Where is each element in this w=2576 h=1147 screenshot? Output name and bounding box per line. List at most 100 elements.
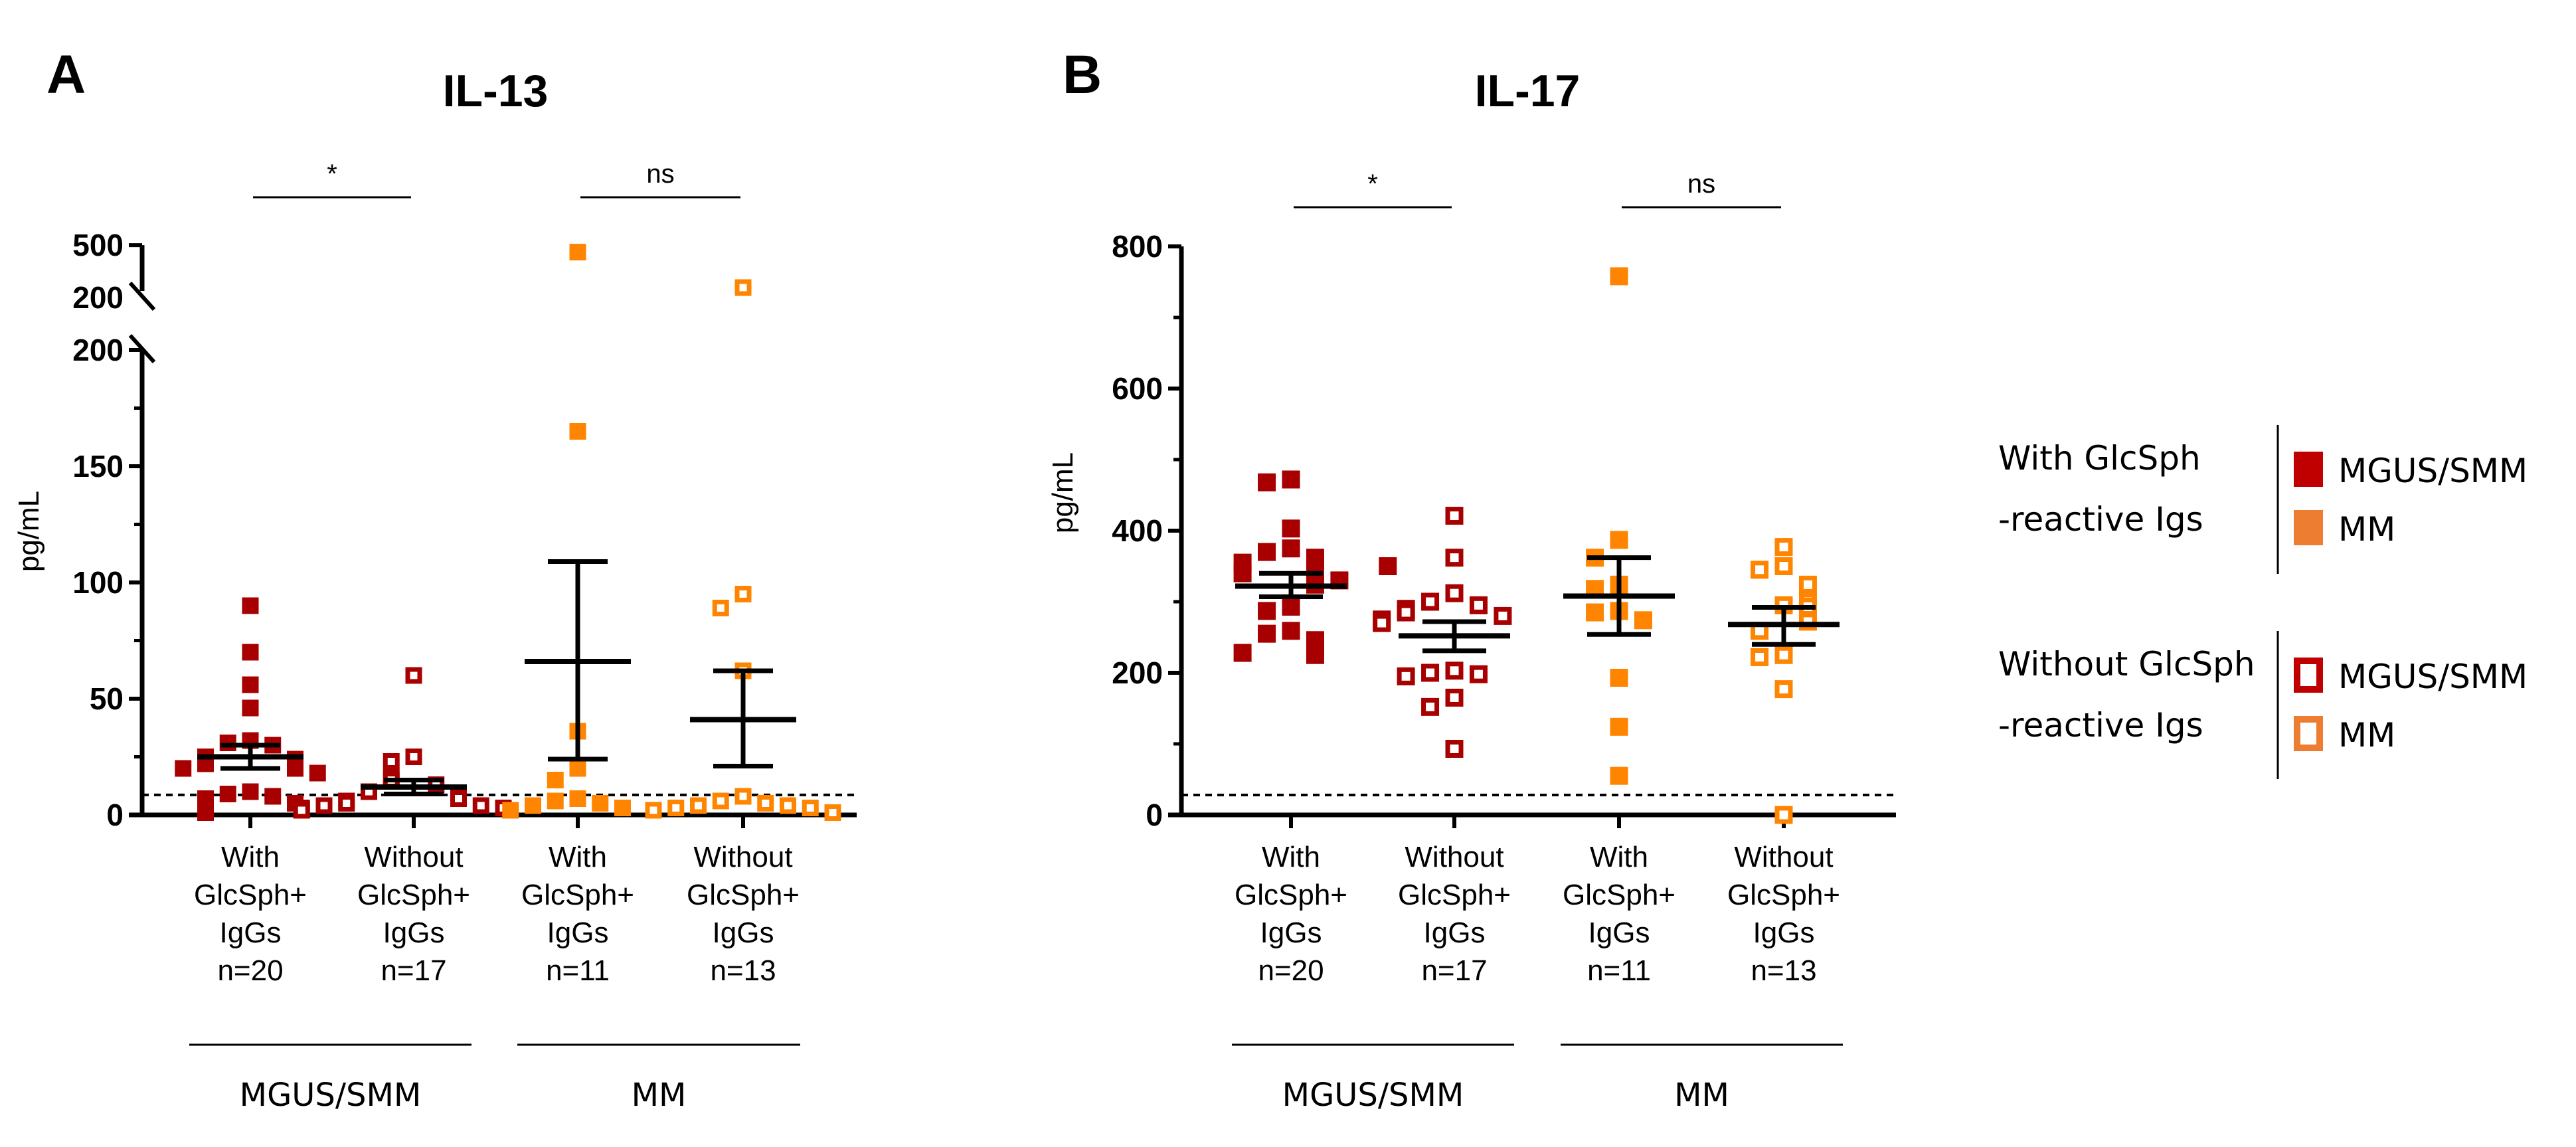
data-point — [242, 676, 259, 693]
y-tick-label: 50 — [90, 681, 124, 716]
data-point — [1610, 766, 1628, 785]
legend-group-label: -reactive Igs — [1998, 500, 2203, 539]
data-point — [1258, 543, 1276, 561]
group-label: MM — [1674, 1077, 1729, 1114]
data-point — [1233, 564, 1252, 582]
data-point — [1282, 519, 1300, 538]
data-point — [780, 797, 796, 814]
category-label: GlcSph+ — [194, 879, 307, 911]
category-label: IgGs — [1260, 917, 1322, 949]
category-label: GlcSph+ — [1235, 879, 1347, 911]
chart-title: IL-13 — [443, 66, 549, 116]
category-label: GlcSph+ — [1398, 879, 1511, 911]
legend-marker-filled — [2294, 510, 2323, 545]
data-point — [802, 800, 819, 816]
data-point — [1421, 663, 1440, 682]
panel-b-il17-chart: B IL-17 pg/mL 0 200 400 600 800 With GlcSph+ IgGs n… — [1047, 44, 1896, 1114]
data-point — [1445, 549, 1464, 567]
legend-group-label: With GlcSph — [1998, 439, 2201, 478]
data-point — [242, 699, 259, 717]
data-point — [1397, 667, 1415, 685]
legend: With GlcSph -reactive Igs MGUS/SMM MM Withou… — [1998, 425, 2528, 779]
legend-marker-filled — [2294, 452, 2323, 487]
y-tick-label: 800 — [1112, 229, 1163, 264]
panel-label: A — [46, 44, 86, 105]
data-point — [1445, 584, 1464, 602]
legend-entry-label: MGUS/SMM — [2338, 452, 2528, 490]
data-point — [405, 667, 422, 684]
y-axis-label: pg/mL — [13, 491, 45, 572]
category-label: With — [549, 841, 607, 873]
category-label: IgGs — [220, 917, 282, 949]
category-label: IgGs — [1424, 917, 1486, 949]
data-point — [734, 788, 752, 805]
data-point — [1774, 806, 1793, 824]
data-point — [1445, 507, 1464, 525]
data-point — [1798, 575, 1817, 594]
legend-entry-label: MM — [2338, 716, 2395, 754]
data-point — [1610, 668, 1628, 687]
data-point — [1282, 597, 1300, 616]
data-point — [1282, 470, 1300, 489]
data-point — [383, 753, 400, 770]
y-tick-label: 200 — [1112, 656, 1163, 690]
y-axis-label: pg/mL — [1047, 452, 1079, 533]
y-tick-label: 100 — [72, 565, 124, 600]
data-point — [1445, 662, 1464, 680]
category-label: n=20 — [1258, 954, 1324, 987]
data-point — [1469, 665, 1488, 683]
category-label: With — [221, 841, 280, 873]
data-point — [1751, 648, 1769, 666]
y-tick-label: 150 — [72, 449, 124, 484]
significance-label: ns — [646, 159, 674, 189]
data-point — [502, 802, 519, 819]
data-point — [1774, 646, 1793, 664]
data-point — [405, 749, 422, 765]
category-label: Without — [364, 841, 463, 873]
significance-label: * — [1367, 169, 1378, 199]
data-point — [472, 797, 489, 814]
legend-entry-label: MM — [2338, 510, 2395, 549]
panel-label: B — [1063, 44, 1102, 105]
data-point — [242, 597, 259, 614]
data-point — [197, 804, 214, 821]
data-point — [242, 783, 259, 800]
data-point — [450, 790, 467, 807]
data-point — [1774, 680, 1793, 699]
category-label: IgGs — [1589, 917, 1650, 949]
data-point — [1774, 557, 1793, 575]
data-point — [293, 802, 310, 819]
axis-break-mark — [128, 281, 156, 311]
y-tick-label: 500 — [72, 228, 124, 262]
data-point — [1469, 596, 1488, 614]
panel-a-il13-chart: A IL-13 pg/mL 0 50 100 150 200 200 500 With GlcSph+… — [13, 44, 857, 1114]
group-label: MGUS/SMM — [240, 1077, 422, 1114]
data-point — [525, 797, 541, 814]
data-point — [219, 786, 236, 802]
group-label: MM — [632, 1077, 687, 1114]
data-point — [757, 795, 774, 812]
data-point — [197, 790, 214, 807]
data-point — [1373, 614, 1391, 632]
category-label: Without — [1734, 841, 1833, 873]
y-tick-label: 600 — [1112, 371, 1163, 406]
y-tick-label: 400 — [1112, 513, 1163, 548]
category-label: GlcSph+ — [1727, 879, 1840, 911]
data-point — [315, 797, 333, 814]
category-label: With — [1262, 841, 1320, 873]
data-point — [338, 795, 355, 812]
data-point — [547, 772, 564, 788]
data-point — [1258, 473, 1276, 491]
significance-label: * — [327, 159, 337, 189]
data-point — [1610, 267, 1628, 286]
data-point — [734, 586, 752, 602]
category-label: n=17 — [1421, 954, 1487, 987]
category-label: Without — [693, 841, 792, 873]
data-point — [1586, 603, 1604, 622]
data-point — [1610, 531, 1628, 549]
y-tick-label: 0 — [106, 798, 124, 832]
significance-label: ns — [1687, 169, 1715, 199]
category-label: Without — [1405, 841, 1503, 873]
category-label: n=17 — [381, 954, 446, 987]
data-point — [1421, 697, 1440, 716]
